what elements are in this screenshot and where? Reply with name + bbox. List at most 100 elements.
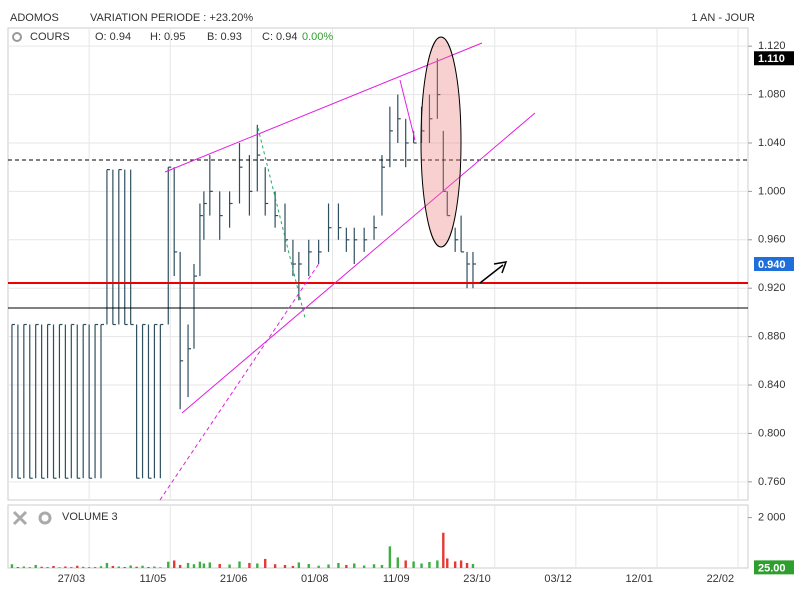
volume-bar <box>345 564 348 568</box>
value-badge-label: 1.110 <box>758 53 785 65</box>
panel-title: COURS <box>30 31 70 43</box>
volume-bar <box>208 562 212 568</box>
volume-bar <box>16 566 20 568</box>
legend-open: O: 0.94 <box>95 31 131 43</box>
trend-line <box>181 112 536 414</box>
volume-bar <box>141 565 144 568</box>
x-tick-label: 01/08 <box>301 573 329 585</box>
x-tick-label: 22/02 <box>707 573 735 585</box>
marks <box>10 58 476 568</box>
volume-bar <box>198 561 202 568</box>
volume-bar <box>380 564 384 568</box>
volume-bar <box>159 567 162 568</box>
volume-bar <box>273 564 277 568</box>
y-tick-label: 0.760 <box>758 476 786 488</box>
volume-bar <box>420 563 423 568</box>
volume-bar <box>238 561 241 568</box>
volume-bar <box>10 564 14 568</box>
volume-bar <box>123 566 126 568</box>
legend-high: H: 0.95 <box>150 31 185 43</box>
x-tick-label: 23/10 <box>463 573 491 585</box>
price-panel <box>7 27 749 501</box>
volume-bar <box>111 565 115 568</box>
trend-line <box>257 127 306 319</box>
legend-low: B: 0.93 <box>207 31 242 43</box>
legend-close: C: 0.94 <box>262 31 297 43</box>
volume-bar <box>87 567 91 568</box>
volume-bar <box>178 564 182 568</box>
volume-bar <box>471 563 475 568</box>
trend-line <box>399 79 416 141</box>
volume-bar <box>81 566 85 568</box>
volume-bar <box>256 563 259 568</box>
volume-bar <box>202 563 206 568</box>
panel-title: VOLUME 3 <box>62 511 118 523</box>
y-tick-label: 0.960 <box>758 234 786 246</box>
volume-bar <box>412 561 415 568</box>
y-tick-label: 1.080 <box>758 88 786 100</box>
arrow <box>479 261 508 284</box>
volume-bar <box>186 562 190 568</box>
volume-bar <box>76 565 79 568</box>
period[interactable]: 1 AN - JOUR <box>691 12 755 24</box>
volume-bar <box>442 532 445 568</box>
value-badge <box>754 257 794 271</box>
volume-bar <box>283 564 287 568</box>
volume-bar <box>58 567 61 568</box>
volume-bar <box>135 566 138 568</box>
volume-bar <box>192 564 196 568</box>
volume-bar <box>147 566 150 568</box>
volume-bar <box>362 565 366 568</box>
legend-change: 0.00% <box>302 31 333 43</box>
y-tick-label: 0.880 <box>758 331 786 343</box>
volume-bar <box>264 558 267 568</box>
variation: VARIATION PERIODE : +23.20% <box>90 12 253 24</box>
volume-bar <box>153 566 156 568</box>
volume-bar <box>93 566 97 568</box>
volume-bar <box>297 562 301 568</box>
volume-bar <box>446 558 449 568</box>
close-icon[interactable] <box>12 510 28 526</box>
volume-bar <box>218 563 221 568</box>
volume-bar <box>28 567 31 568</box>
volume-bar <box>317 565 320 568</box>
volume-bar <box>52 565 55 568</box>
drawings <box>8 36 748 501</box>
badges: 1.110 0.940 25.00 <box>754 51 794 575</box>
volume-bar <box>388 546 392 568</box>
grid: 0.760 0.800 0.840 0.880 0.920 0.960 1.000 1.040… <box>8 28 786 585</box>
highlight-ellipse <box>420 36 462 248</box>
volume-bar <box>22 566 26 568</box>
gear-icon[interactable] <box>12 32 22 42</box>
volume-bar <box>372 564 376 568</box>
volume-bar <box>105 562 109 568</box>
volume-bar <box>129 565 132 568</box>
volume-bar <box>117 566 121 568</box>
x-tick-label: 12/01 <box>625 573 653 585</box>
symbol: ADOMOS <box>10 12 59 24</box>
volume-bar <box>465 562 469 568</box>
y-tick-label: 1.000 <box>758 185 786 197</box>
cours-header: COURS O: 0.94 H: 0.95 B: 0.93 C: 0.94 0.… <box>12 31 333 43</box>
volume-bar <box>46 566 49 568</box>
value-badge <box>754 560 794 575</box>
value-badge <box>754 51 794 66</box>
y-tick-label: 0.840 <box>758 379 786 391</box>
volume-bar <box>70 566 73 568</box>
y-tick-label: 0.920 <box>758 282 786 294</box>
volume-bar <box>459 560 463 568</box>
volume-bar <box>248 562 251 568</box>
gear-icon[interactable] <box>38 511 52 525</box>
volume-bar <box>404 560 407 568</box>
volume-bar <box>173 560 176 568</box>
volume-panel <box>7 504 749 569</box>
volume-bar <box>453 561 457 568</box>
volume-bar <box>291 565 295 568</box>
trend-extension <box>159 261 321 501</box>
x-tick-label: 27/03 <box>58 573 86 585</box>
x-tick-label: 11/05 <box>140 573 167 585</box>
x-tick-label: 11/09 <box>383 573 410 585</box>
volume-bar <box>436 560 439 568</box>
